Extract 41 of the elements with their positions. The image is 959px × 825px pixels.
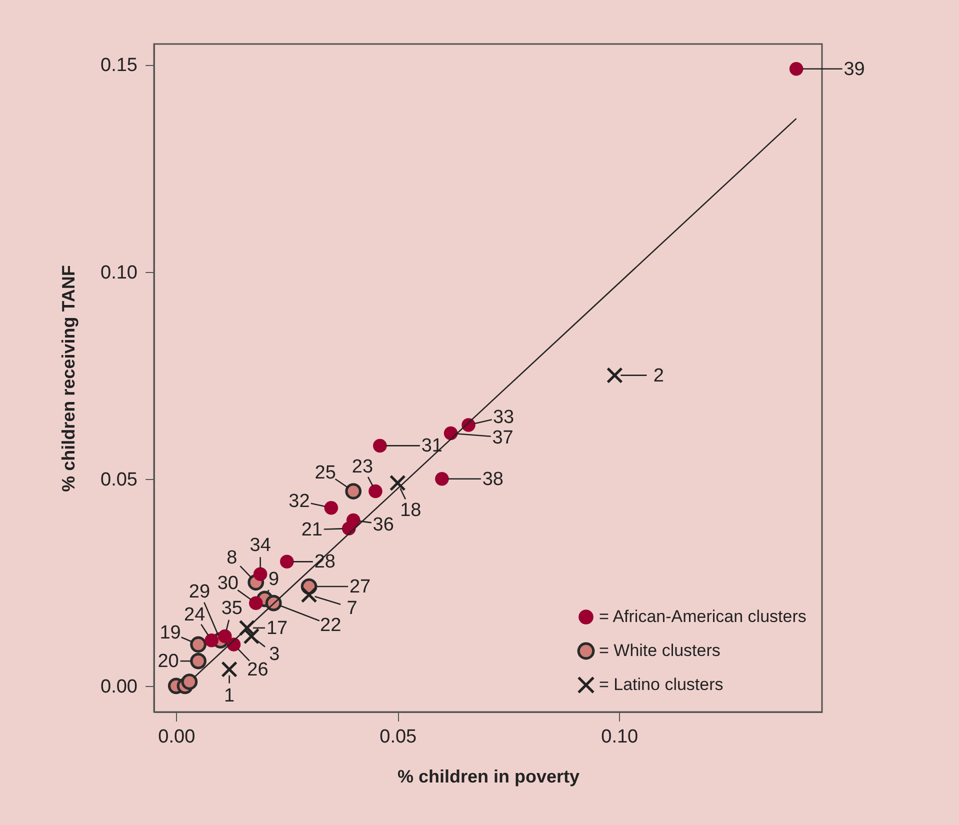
annotation: 35 <box>221 598 242 620</box>
annotation: 2 <box>653 365 664 386</box>
y-tick-label: 0.10 <box>100 262 138 284</box>
annotation: 30 <box>217 573 238 594</box>
legend-label: = African-American clusters <box>599 607 806 626</box>
annotation: 1 <box>224 685 235 706</box>
y-axis-title: % children receiving TANF <box>58 265 79 492</box>
annotation: 21 <box>301 520 322 541</box>
annotation: 3 <box>269 644 280 666</box>
legend-label: = Latino clusters <box>599 675 724 694</box>
annotation: 32 <box>288 490 310 512</box>
annotation: 36 <box>372 514 394 536</box>
x-tick-label: 0.00 <box>158 726 196 748</box>
annotation: 7 <box>346 598 358 619</box>
annotation: 8 <box>226 547 238 568</box>
annotation: 34 <box>250 535 272 556</box>
annotation: 37 <box>492 427 514 448</box>
x-tick-label: 0.05 <box>380 726 417 748</box>
y-tick-label: 0.05 <box>100 469 138 490</box>
x-axis-title: % children in poverty <box>397 766 580 786</box>
annotation: 23 <box>352 456 374 478</box>
annotation: 25 <box>314 462 336 484</box>
annotation: 19 <box>160 622 181 644</box>
annotation: 24 <box>184 604 206 626</box>
annotation: 9 <box>268 568 280 590</box>
annotation: 17 <box>266 618 288 639</box>
annotation: 26 <box>247 659 268 680</box>
annotation: 20 <box>158 651 179 672</box>
annotation: 29 <box>188 581 210 602</box>
annotation: 39 <box>844 58 865 80</box>
annotation: 18 <box>400 500 422 521</box>
annotation: 28 <box>314 552 336 573</box>
y-tick-label: 0.15 <box>100 55 138 76</box>
legend-label: = White clusters <box>599 641 720 660</box>
annotation: 33 <box>492 407 514 428</box>
annotation: 22 <box>320 615 342 636</box>
annotation: 27 <box>349 576 371 598</box>
x-tick-label: 0.10 <box>601 726 638 748</box>
annotation: 31 <box>421 436 442 457</box>
annotation: 38 <box>482 468 504 490</box>
y-tick-label: 0.00 <box>100 676 138 698</box>
